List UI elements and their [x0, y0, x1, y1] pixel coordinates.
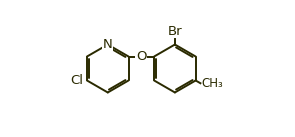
Text: CH₃: CH₃	[202, 77, 224, 90]
Text: O: O	[136, 50, 147, 63]
Text: Br: Br	[168, 25, 182, 38]
Text: Cl: Cl	[70, 74, 83, 87]
Text: N: N	[103, 38, 113, 51]
